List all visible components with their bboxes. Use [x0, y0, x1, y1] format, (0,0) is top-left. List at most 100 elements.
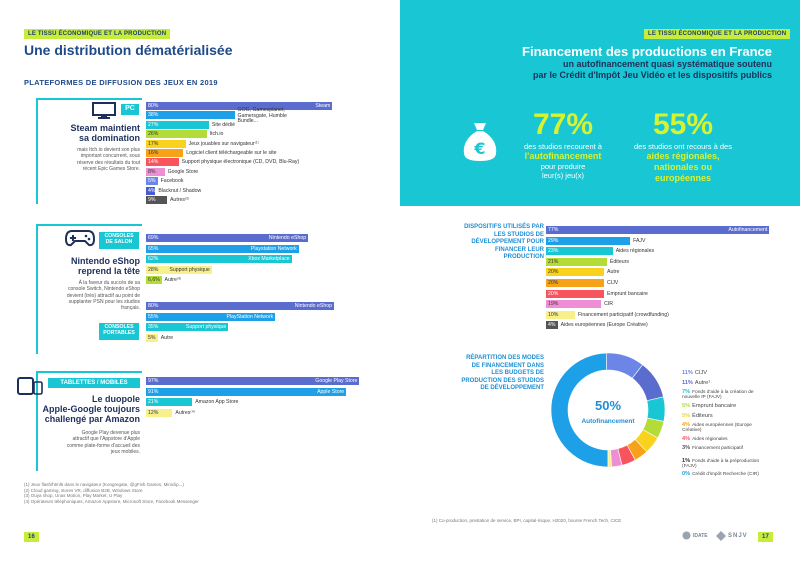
bar-label: Aides régionales	[615, 248, 655, 255]
bar-label: Autres⁽²⁾	[169, 197, 190, 203]
legend-percent: 5%	[682, 403, 691, 409]
bar-percent: 77%	[548, 227, 559, 233]
bar	[146, 186, 156, 195]
legend-item: 5% Éditeurs	[682, 413, 713, 419]
bar-label: FAJV	[633, 237, 646, 244]
donut-center-label: Autofinancement	[581, 418, 635, 425]
mobile-section-frame	[36, 371, 142, 471]
bar-label: CIR	[604, 301, 614, 308]
bar-percent: 91%	[148, 388, 159, 395]
legend-label: CIJV	[694, 370, 708, 376]
bar-percent: 28%	[148, 266, 159, 273]
legend-label: Fonds d'aide à la préproduction (FAJV)	[682, 459, 760, 470]
bar-label: Support physique	[185, 324, 227, 331]
bar-label: Autre	[160, 334, 174, 341]
bar-percent: 27%	[148, 121, 159, 128]
bar-percent: 14%	[148, 159, 159, 166]
legend-label: Éditeurs	[692, 413, 713, 419]
bar-label: Emprunt bancaire	[607, 290, 648, 297]
mobile-description: Google Play devenue plus attractif que l'…	[66, 430, 140, 455]
console-headline: Nintendo eShop reprend la tête	[71, 256, 140, 276]
donut-slice	[607, 449, 612, 468]
legend-label: Fonds d'aide à la création de nouvelle I…	[682, 390, 754, 401]
bar	[546, 268, 604, 277]
bar-label: Site dédié	[211, 121, 235, 128]
console-section-frame	[36, 224, 142, 354]
right-page-number: 17	[758, 532, 774, 542]
bar	[146, 120, 209, 129]
legend-percent: 11%	[682, 380, 693, 386]
legend-item: 1% Fonds d'aide à la préproduction (FAJV)	[682, 458, 772, 470]
bar	[146, 323, 229, 332]
financing-title-block: Financement des productions en France un…	[522, 44, 772, 80]
bar	[146, 177, 158, 186]
bar-label: Autres⁽⁴⁾	[175, 409, 196, 416]
bar-label: Google Play Store	[315, 378, 358, 384]
bar	[546, 226, 770, 234]
bar	[146, 265, 212, 274]
legend-label: Emprunt bancaire	[692, 403, 737, 409]
bar-label: Support physique électronique (CD, DVD, …	[181, 159, 300, 166]
bar-label: Nintendo eShop	[268, 235, 307, 241]
bar	[546, 300, 602, 309]
bar-percent: 38%	[148, 112, 159, 119]
legend-percent: 4%	[682, 422, 691, 428]
stat-aides-text: des studios ont recours à des aides régi…	[634, 142, 732, 183]
financing-donut-chart	[550, 352, 666, 468]
pc-description: mais Itch.io devient son plus important c…	[76, 147, 140, 172]
bar-percent: 5%	[148, 334, 156, 341]
bar-label: Playstation Network	[250, 245, 297, 252]
bar	[146, 149, 184, 157]
bar-label: Autre⁽³⁾	[164, 277, 182, 284]
bar-percent: 23%	[548, 248, 559, 255]
mobile-icon	[17, 377, 43, 395]
bar	[146, 139, 186, 148]
legend-percent: 0%	[682, 471, 691, 477]
bar	[146, 276, 162, 285]
legend-label: Financement participatif	[692, 446, 744, 451]
right-section-tag: LE TISSU ÉCONOMIQUE ET LA PRODUCTION	[644, 29, 791, 39]
bar-label: CIJV	[607, 280, 619, 286]
legend-percent: 7%	[682, 389, 691, 395]
bar-percent: 20%	[548, 269, 559, 276]
legend-item: 5% Emprunt bancaire	[682, 403, 736, 409]
snjv-logo: SNJV	[716, 531, 748, 541]
bar-label: Nintendo eShop	[294, 303, 332, 309]
donut-slice	[646, 396, 666, 422]
legend-percent: 1%	[682, 458, 691, 464]
bar	[146, 167, 165, 176]
bar	[546, 236, 631, 245]
bar-percent: 80%	[148, 103, 159, 109]
bar-percent: 62%	[148, 256, 159, 263]
bar-percent: 55%	[148, 313, 159, 320]
bar-percent: 16%	[148, 150, 159, 156]
bar-percent: 69%	[148, 235, 159, 241]
bar-percent: 35%	[148, 324, 159, 331]
legend-percent: 11%	[682, 370, 693, 376]
bar	[146, 398, 193, 407]
legend-label: Aides régionales	[692, 437, 728, 442]
bar-label: Apple Store	[317, 388, 345, 395]
bar-label: Logiciel client téléchargeable sur le si…	[186, 150, 277, 156]
bar	[546, 289, 604, 298]
bar	[146, 408, 173, 417]
bar-percent: 5%	[148, 178, 156, 185]
bar	[146, 111, 235, 120]
bar	[146, 130, 207, 139]
donut-center-value: 50%	[594, 398, 622, 413]
gamepad-icon	[64, 229, 96, 247]
donut-slice	[550, 352, 609, 468]
bar-label: Autofinancement	[728, 227, 768, 233]
bar	[546, 279, 604, 287]
legend-label: Aides européennes (Europe Créative)	[682, 423, 752, 434]
bar-label: Xbox Marketplace	[248, 256, 290, 263]
bar-percent: 8%	[148, 168, 156, 175]
bar-percent: 9%	[148, 197, 156, 203]
pc-section-frame	[36, 98, 142, 204]
euro-bag-icon: €	[460, 120, 500, 162]
legend-percent: 5%	[682, 413, 691, 419]
bar	[146, 377, 360, 385]
bar-percent: 20%	[548, 290, 559, 297]
bar-percent: 4%	[148, 187, 156, 194]
bar	[146, 196, 167, 204]
